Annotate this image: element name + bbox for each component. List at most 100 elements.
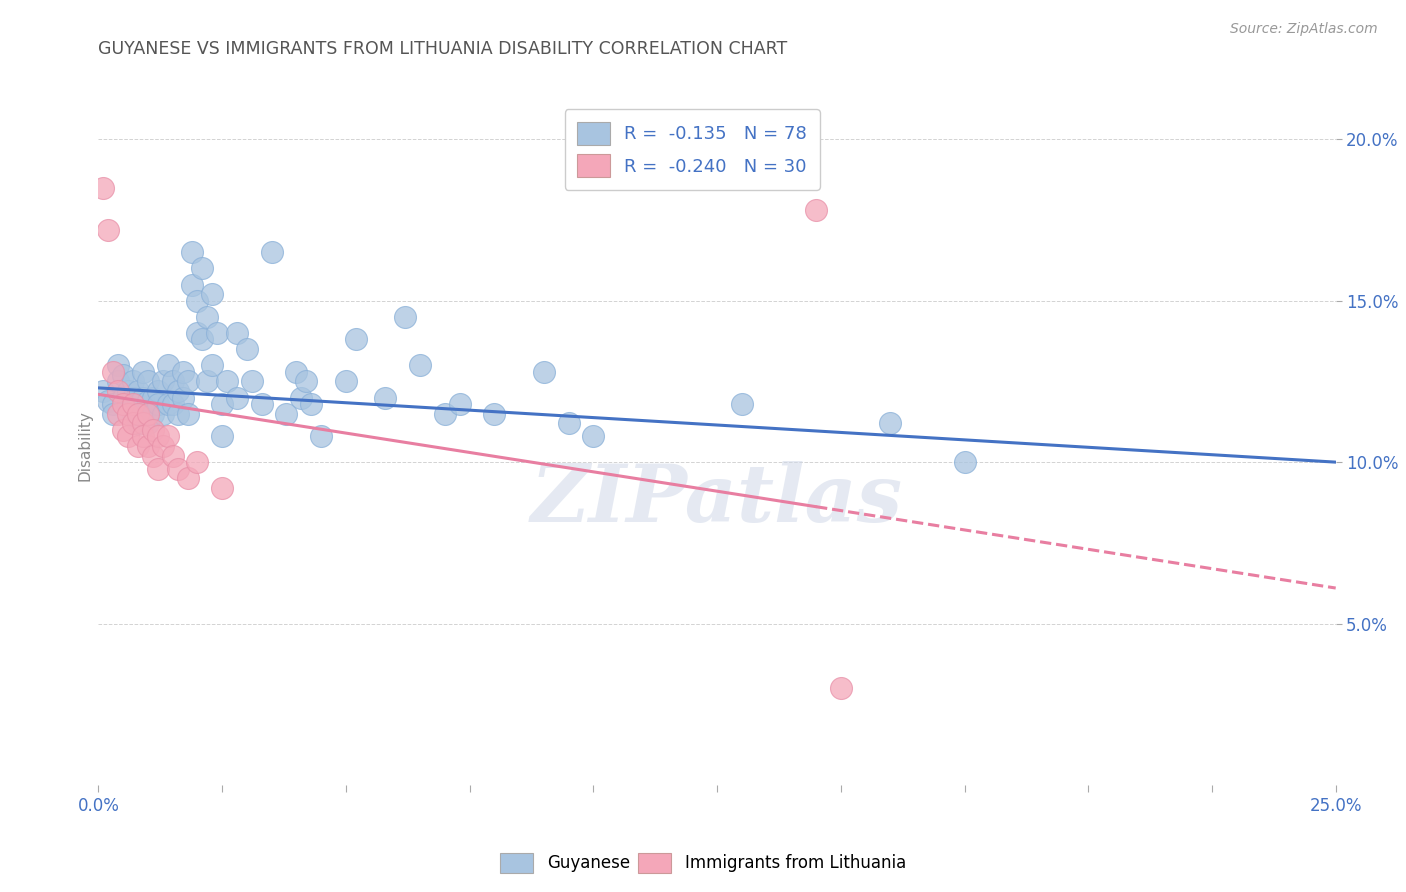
Point bbox=[211, 397, 233, 411]
Point bbox=[344, 333, 367, 347]
Point bbox=[374, 391, 396, 405]
Point bbox=[186, 455, 208, 469]
Point bbox=[112, 368, 135, 382]
Point bbox=[260, 245, 283, 260]
Point bbox=[335, 375, 357, 389]
Point bbox=[236, 342, 259, 356]
Point bbox=[484, 407, 506, 421]
Point bbox=[152, 375, 174, 389]
Point bbox=[181, 245, 204, 260]
Point bbox=[166, 461, 188, 475]
Point bbox=[162, 397, 184, 411]
Point bbox=[394, 310, 416, 324]
Point bbox=[117, 397, 139, 411]
Point bbox=[136, 417, 159, 431]
Point bbox=[127, 407, 149, 421]
Point bbox=[409, 359, 432, 373]
Point bbox=[156, 429, 179, 443]
Point bbox=[142, 391, 165, 405]
Point bbox=[181, 277, 204, 292]
Point bbox=[136, 439, 159, 453]
Point bbox=[201, 287, 224, 301]
Point bbox=[127, 417, 149, 431]
Legend: R =  -0.135   N = 78, R =  -0.240   N = 30: R = -0.135 N = 78, R = -0.240 N = 30 bbox=[565, 110, 820, 190]
Point bbox=[142, 449, 165, 463]
Point bbox=[93, 180, 115, 194]
Point bbox=[295, 375, 318, 389]
Point bbox=[107, 384, 129, 398]
Point bbox=[122, 391, 145, 405]
Point bbox=[205, 326, 228, 340]
Point bbox=[146, 384, 169, 398]
Point bbox=[290, 391, 312, 405]
Point bbox=[103, 407, 125, 421]
Point bbox=[953, 455, 976, 469]
Point bbox=[117, 407, 139, 421]
Point bbox=[226, 326, 249, 340]
Point bbox=[136, 393, 159, 408]
Text: Source: ZipAtlas.com: Source: ZipAtlas.com bbox=[1230, 22, 1378, 37]
Point bbox=[201, 359, 224, 373]
Point bbox=[107, 359, 129, 373]
Point bbox=[166, 407, 188, 421]
Point bbox=[186, 326, 208, 340]
Point bbox=[132, 407, 155, 421]
Point bbox=[830, 681, 852, 695]
Point bbox=[142, 407, 165, 421]
Point bbox=[533, 365, 555, 379]
Point bbox=[731, 397, 754, 411]
Point bbox=[103, 397, 125, 411]
Point bbox=[172, 365, 194, 379]
Point bbox=[557, 417, 579, 431]
Point bbox=[112, 423, 135, 437]
Point bbox=[804, 203, 827, 218]
Point bbox=[879, 417, 901, 431]
Point bbox=[195, 310, 218, 324]
Point bbox=[146, 461, 169, 475]
Point bbox=[127, 384, 149, 398]
Point bbox=[132, 417, 155, 431]
Point bbox=[309, 429, 332, 443]
Point bbox=[122, 375, 145, 389]
Point bbox=[449, 397, 471, 411]
Point bbox=[136, 375, 159, 389]
Point bbox=[142, 423, 165, 437]
Y-axis label: Disability: Disability bbox=[77, 410, 93, 482]
Point bbox=[132, 429, 155, 443]
Point bbox=[136, 407, 159, 421]
Point bbox=[156, 359, 179, 373]
Point bbox=[285, 365, 308, 379]
Point bbox=[152, 439, 174, 453]
Point bbox=[166, 384, 188, 398]
Point bbox=[132, 391, 155, 405]
Point bbox=[117, 429, 139, 443]
Point bbox=[176, 375, 198, 389]
Point bbox=[172, 391, 194, 405]
Point bbox=[211, 429, 233, 443]
Point bbox=[191, 333, 214, 347]
Point bbox=[112, 391, 135, 405]
Point bbox=[162, 375, 184, 389]
Point bbox=[107, 375, 129, 389]
Point bbox=[156, 397, 179, 411]
Point bbox=[132, 365, 155, 379]
Legend: Guyanese, Immigrants from Lithuania: Guyanese, Immigrants from Lithuania bbox=[494, 847, 912, 880]
Point bbox=[93, 384, 115, 398]
Point bbox=[191, 261, 214, 276]
Point bbox=[162, 449, 184, 463]
Point bbox=[276, 407, 298, 421]
Point bbox=[112, 397, 135, 411]
Point bbox=[217, 375, 239, 389]
Point bbox=[582, 429, 605, 443]
Point bbox=[107, 407, 129, 421]
Point bbox=[211, 481, 233, 495]
Point bbox=[176, 471, 198, 485]
Point bbox=[122, 417, 145, 431]
Point bbox=[146, 429, 169, 443]
Point bbox=[97, 223, 120, 237]
Point bbox=[299, 397, 322, 411]
Point bbox=[433, 407, 456, 421]
Point bbox=[103, 365, 125, 379]
Point bbox=[152, 407, 174, 421]
Point bbox=[240, 375, 263, 389]
